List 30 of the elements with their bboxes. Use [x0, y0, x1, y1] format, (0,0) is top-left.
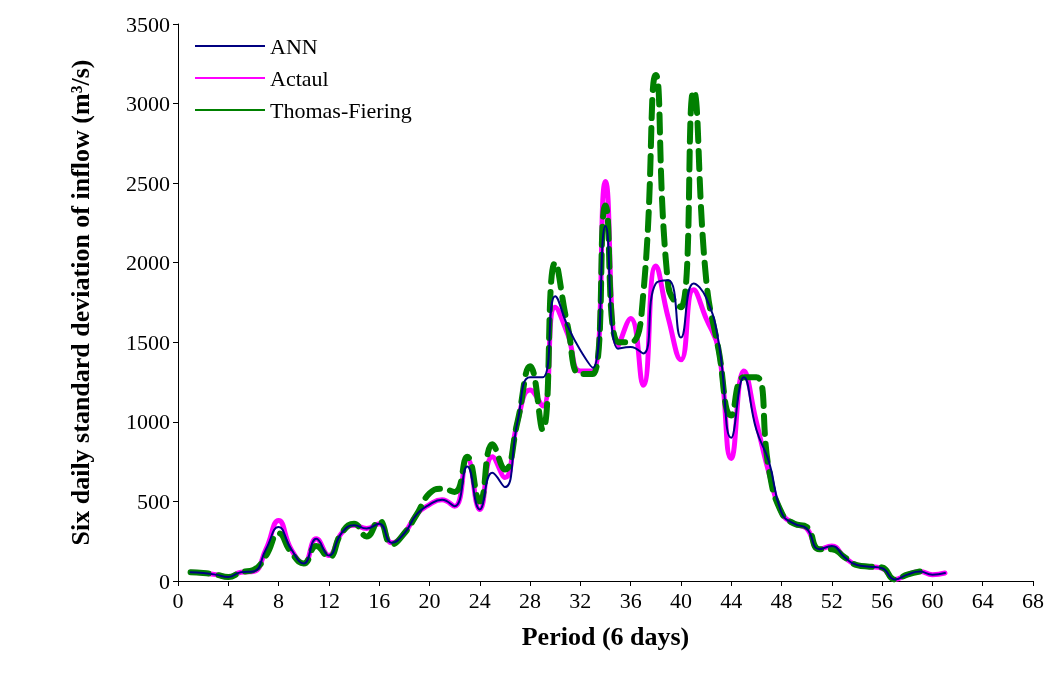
x-tick-label: 16 [368, 587, 391, 613]
x-axis-title: Period (6 days) [521, 621, 690, 651]
x-tick-label: 68 [1022, 587, 1044, 613]
x-tick-label: 20 [418, 587, 441, 613]
y-tick-label: 3500 [126, 11, 170, 37]
y-tick-label: 2500 [126, 170, 170, 196]
y-axis-title: Six daily standard deviation of inflow (m³/s) [65, 59, 95, 546]
y-tick-label: 1500 [126, 329, 170, 355]
y-tick-label: 0 [159, 568, 170, 594]
x-tick-label: 12 [317, 587, 340, 613]
y-tick-label: 3000 [126, 91, 170, 117]
y-tick-label: 1000 [126, 409, 170, 435]
x-tick-label: 36 [619, 587, 642, 613]
y-tick-label: 2000 [126, 250, 170, 276]
x-tick-label: 56 [871, 587, 894, 613]
y-tick-label: 500 [137, 488, 170, 514]
x-tick-label: 52 [820, 587, 843, 613]
x-tick-label: 48 [770, 587, 793, 613]
x-tick-label: 40 [669, 587, 692, 613]
x-tick-label: 24 [468, 587, 491, 613]
legend-label: Actaul [270, 65, 329, 91]
legend-label: Thomas-Fiering [270, 97, 412, 123]
x-tick-label: 8 [273, 587, 285, 613]
x-tick-label: 4 [222, 587, 234, 613]
legend-label: ANN [270, 33, 318, 59]
x-tick-label: 64 [971, 587, 994, 613]
x-tick-label: 28 [519, 587, 542, 613]
x-tick-label: 44 [720, 587, 743, 613]
x-tick-label: 32 [569, 587, 592, 613]
x-tick-label: 60 [921, 587, 944, 613]
